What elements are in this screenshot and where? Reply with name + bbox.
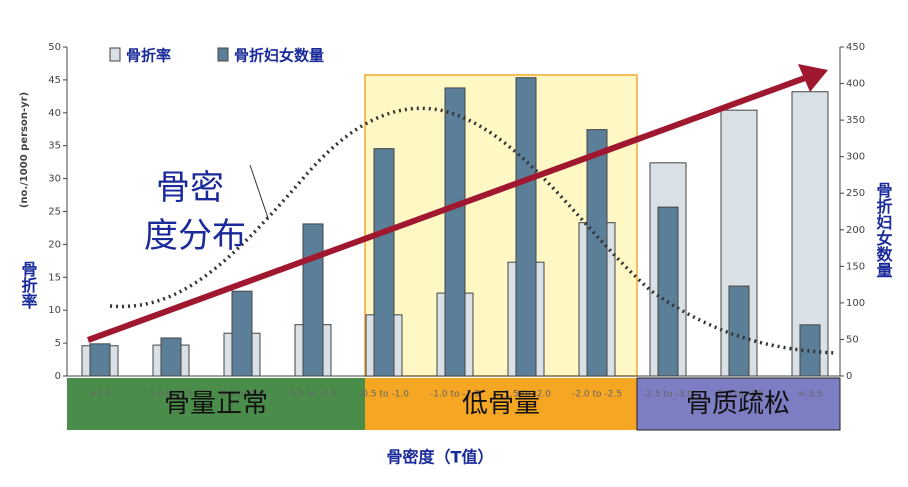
y2-tick-label: 300 <box>846 152 865 163</box>
y-tick-label: 50 <box>48 42 61 53</box>
trend-arrow <box>86 75 807 343</box>
bar <box>728 285 750 377</box>
band-label: 骨量正常 <box>164 389 268 419</box>
band-low <box>365 378 637 430</box>
y-tick-label: 5 <box>55 338 61 349</box>
bar <box>586 129 608 377</box>
y2-tick-label: 350 <box>846 115 865 126</box>
band-osteoporosis <box>636 377 841 431</box>
y2-tick-label: 100 <box>846 298 865 309</box>
y2-tick-label: 200 <box>846 225 865 236</box>
bar <box>89 343 111 377</box>
annotation: 度分布 <box>144 216 246 256</box>
x-tick-label: >1.0 <box>89 390 111 400</box>
band-label: 低骨量 <box>462 389 540 419</box>
y-tick-label: 40 <box>48 108 61 119</box>
x-tick-label: <-3.5 <box>797 390 822 400</box>
bar <box>302 223 324 377</box>
y-tick-label: 10 <box>48 305 61 316</box>
x-tick-label: 1.0 to 0.5 <box>149 390 192 400</box>
distribution-curve <box>109 106 836 355</box>
y-tick-label: 20 <box>48 239 61 250</box>
x-tick-label: -3.0 to -3.5 <box>714 390 764 400</box>
legend-label: 骨折妇女数量 <box>234 47 324 65</box>
legend: 骨折率 骨折妇女数量 <box>109 47 324 65</box>
annotation-pointer <box>249 164 269 219</box>
x-tick-label: 0.0 to -0.5 <box>290 390 337 400</box>
x-tick-label: -0.5 to -1.0 <box>359 390 409 400</box>
y-tick-label: 25 <box>48 207 61 218</box>
x-tick-label: -1.5 to -2.0 <box>501 390 551 400</box>
bar <box>231 290 253 377</box>
category-labels: >1.0 1.0 to 0.5 0.5 to 0.0 0.0 to -0.5 -0.5 … <box>89 390 822 400</box>
x-tick-label: -2.5 to -3.0 <box>643 390 693 400</box>
legend-swatch <box>109 47 121 62</box>
y-tick-label: 35 <box>48 141 61 152</box>
bar <box>657 206 679 377</box>
bars <box>81 77 829 377</box>
legend-label: 骨折率 <box>126 47 171 65</box>
bar <box>373 148 395 377</box>
band-normal <box>67 378 365 430</box>
bar <box>515 77 537 377</box>
y2-tick-label: 50 <box>846 334 859 345</box>
bar <box>160 337 182 377</box>
y2-tick-label: 250 <box>846 188 865 199</box>
bar <box>444 87 466 377</box>
x-tick-label: -1.0 to -1.5 <box>430 390 480 400</box>
y2-axis-title: 骨折妇女数量 <box>874 182 893 278</box>
y-tick-label: 0 <box>55 371 61 382</box>
y2-tick-label: 0 <box>846 371 852 382</box>
y-axis-title: 骨折率 <box>19 261 38 310</box>
x-tick-label: -2.0 to -2.5 <box>572 390 622 400</box>
y-axis-unit: (no./1000 person-yr) <box>19 92 30 208</box>
y-tick-label: 45 <box>48 75 61 86</box>
y-tick-label: 15 <box>48 272 61 283</box>
x-tick-label: 0.5 to 0.0 <box>220 390 264 400</box>
y2-tick-label: 450 <box>846 42 865 53</box>
band-label: 骨质疏松 <box>686 389 790 419</box>
y2-tick-label: 150 <box>846 261 865 272</box>
x-axis-title: 骨密度（T值） <box>387 448 494 467</box>
trend-arrow-head <box>798 64 828 92</box>
y2-tick-label: 400 <box>846 79 865 90</box>
annotation: 骨密 <box>156 168 224 208</box>
y-tick-label: 30 <box>48 174 61 185</box>
legend-swatch <box>217 47 229 62</box>
